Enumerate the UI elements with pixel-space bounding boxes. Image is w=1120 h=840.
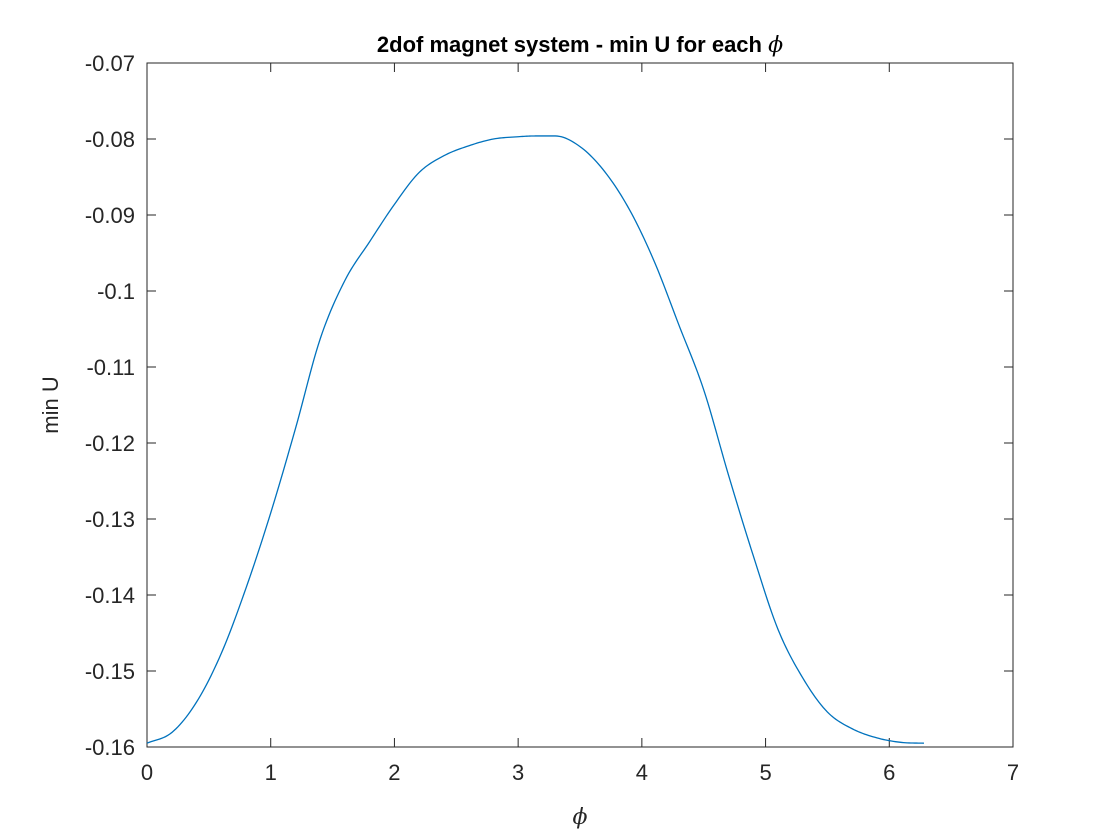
y-axis-label: min U bbox=[38, 376, 63, 433]
x-tick-label: 0 bbox=[141, 760, 153, 785]
y-tick-label: -0.15 bbox=[85, 659, 135, 684]
plot-area bbox=[146, 62, 1014, 748]
chart-title-symbol: ϕ bbox=[768, 33, 783, 58]
y-tick-label: -0.16 bbox=[85, 735, 135, 760]
y-tick-label: -0.08 bbox=[85, 127, 135, 152]
x-tick-label: 3 bbox=[512, 760, 524, 785]
x-tick-label: 1 bbox=[265, 760, 277, 785]
axis-ticks: 0 1 2 3 4 5 6 7 -0.07 -0.08 -0.09 -0.1 -0.11 -0.12 -0.… bbox=[85, 51, 1019, 785]
x-axis-label: ϕ bbox=[573, 805, 588, 830]
x-tick-label: 7 bbox=[1007, 760, 1019, 785]
y-tick-label: -0.09 bbox=[85, 203, 135, 228]
x-tick-label: 6 bbox=[883, 760, 895, 785]
y-tick-label: -0.07 bbox=[85, 51, 135, 76]
x-tick-label: 2 bbox=[388, 760, 400, 785]
chart-title-text: 2dof magnet system - min U for each bbox=[377, 32, 762, 57]
x-tick-label: 5 bbox=[759, 760, 771, 785]
data-series-line bbox=[146, 135, 924, 744]
y-tick-label: -0.11 bbox=[86, 355, 135, 380]
chart-title: 2dof magnet system - min U for each ϕ bbox=[377, 32, 783, 58]
y-tick-label: -0.13 bbox=[85, 507, 135, 532]
y-tick-label: -0.1 bbox=[97, 279, 135, 304]
x-tick-label: 4 bbox=[636, 760, 648, 785]
y-tick-label: -0.14 bbox=[85, 583, 135, 608]
y-tick-label: -0.12 bbox=[85, 431, 135, 456]
